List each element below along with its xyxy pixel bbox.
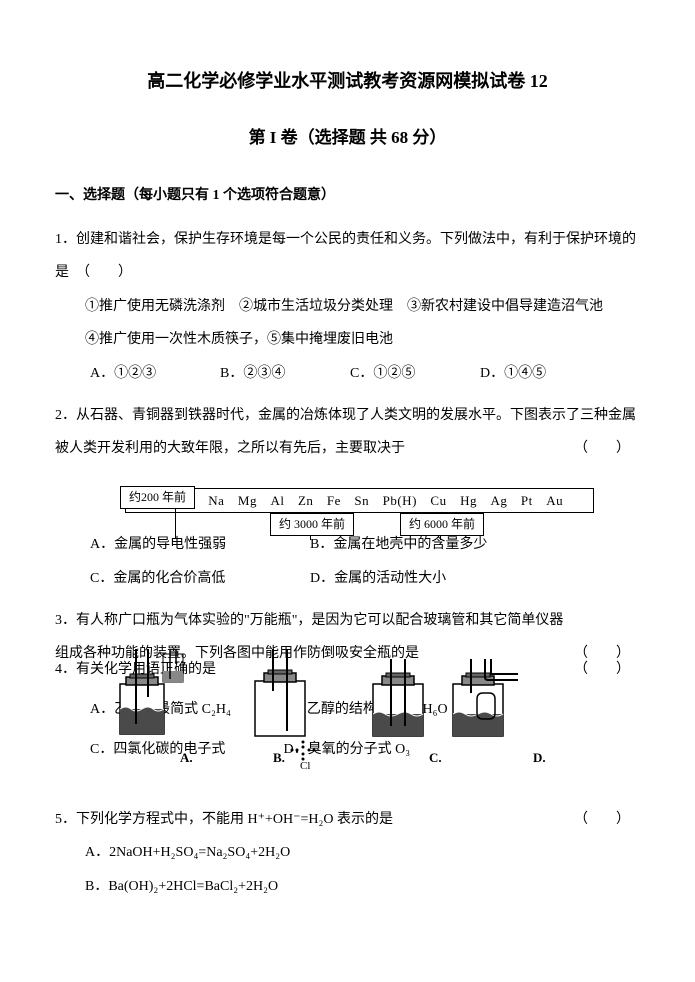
page-subtitle: 第 I 卷（选择题 共 68 分） <box>55 118 640 159</box>
q2-line2-right: 之所以有先后，主要取决于 <box>237 441 405 456</box>
page-title: 高二化学必修学业水平测试教考资源网模拟试卷 12 <box>55 60 640 103</box>
q1-sub1: ①推广使用无磷洗涤剂 ②城市生活垃圾分类处理 ③新农村建设中倡导建造沼气池 <box>55 290 640 324</box>
bottle-b-label: B. <box>273 742 285 773</box>
q2-line1: 2．从石器、青铜器到铁器时代，金属的冶炼体现了人类文明的发展水平。下图表示了三种… <box>55 399 640 433</box>
bottle-d-label: D. <box>533 742 546 773</box>
q5-opt-b: B．Ba(OH)₂+2HCl=BaCl₂+2H₂O <box>55 870 640 904</box>
q1-sub2: ④推广使用一次性木质筷子，⑤集中掩埋废旧电池 <box>55 323 640 357</box>
periodic-row: K Ca Na Mg Al Zn Fe Sn Pb(H) Cu Hg Ag Pt… <box>125 488 594 514</box>
q3-bottles: 4．有关化学用语正确的是 （ ） A．乙烯的最简式 C₂H₄ B．乙醇的结构简式… <box>55 653 640 793</box>
q1-options: A．①②③ B．②③④ C．①②⑤ D．①④⑤ <box>55 357 640 391</box>
q1-opt-a: A．①②③ <box>90 357 220 391</box>
q1-stem: 1．创建和谐社会，保护生存环境是每一个公民的责任和义务。下列做法中，有利于保护环… <box>55 223 640 290</box>
q1-opt-c: C．①②⑤ <box>350 357 480 391</box>
question-3: 3．有人称广口瓶为气体实验的"万能瓶"，是因为它可以配合玻璃管和其它简单仪器 组… <box>55 604 640 793</box>
bottle-c-icon <box>371 659 426 753</box>
q5-stem: 5．下列化学方程式中，不能用 H⁺+OH⁻=H₂O 表示的是 <box>55 803 574 837</box>
bottle-d-icon <box>451 659 526 753</box>
question-2: 2．从石器、青铜器到铁器时代，金属的冶炼体现了人类文明的发展水平。下图表示了三种… <box>55 399 640 596</box>
label-6000: 约 6000 年前 <box>400 513 484 536</box>
label-3000: 约 3000 年前 <box>270 513 354 536</box>
bottle-a-label: A. <box>180 742 193 773</box>
electron-dots-icon <box>288 738 318 777</box>
question-5: 5．下列化学方程式中，不能用 H⁺+OH⁻=H₂O 表示的是 （ ） A．2Na… <box>55 803 640 904</box>
q2-line2-mid: 的大致年限， <box>153 441 237 456</box>
q2-paren: （ ） <box>574 432 640 466</box>
q2-line2-left: 被人类开发利用 <box>55 441 153 456</box>
q2-opt-c: C．金属的化合价高低 <box>90 562 310 596</box>
q3-line1: 3．有人称广口瓶为气体实验的"万能瓶"，是因为它可以配合玻璃管和其它简单仪器 <box>55 604 640 638</box>
label-200: 约200 年前 <box>120 486 195 509</box>
q1-opt-b: B．②③④ <box>220 357 350 391</box>
q5-paren: （ ） <box>574 803 640 837</box>
question-1: 1．创建和谐社会，保护生存环境是每一个公民的责任和义务。下列做法中，有利于保护环… <box>55 223 640 391</box>
q5-opt-a: A．2NaOH+H₂SO₄=Na₂SO₄+2H₂O <box>55 836 640 870</box>
q1-opt-d: D．①④⑤ <box>480 357 610 391</box>
q2-opt-d: D．金属的活动性大小 <box>310 562 530 596</box>
bottle-a-icon <box>118 649 188 753</box>
bottle-c-label: C. <box>429 742 442 773</box>
q2-diagram: 约200 年前 约 3000 年前 约 6000 年前 K Ca Na Mg A… <box>55 488 640 514</box>
section-header: 一、选择题（每小题只有 1 个选项符合题意） <box>55 179 640 213</box>
q4-paren: （ ） <box>574 653 640 687</box>
